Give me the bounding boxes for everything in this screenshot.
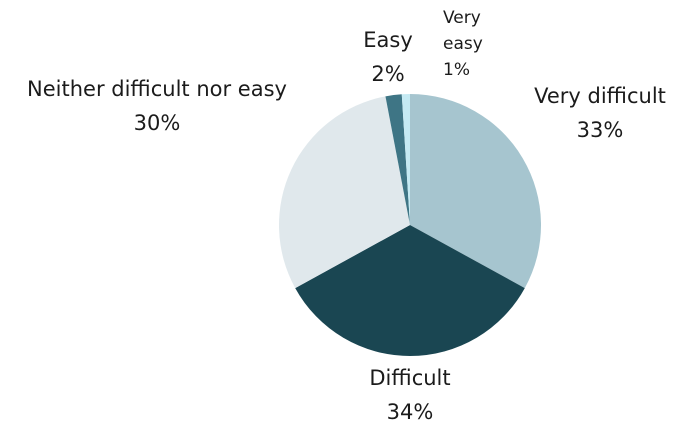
slice-name: Easy	[363, 28, 413, 52]
slice-value-label: 2%	[371, 62, 405, 86]
slice-label: Easy 2%	[363, 23, 413, 91]
slice-label: Very easy 1%	[443, 5, 493, 83]
slice-name: Neither difficult nor easy	[27, 77, 287, 101]
slice-label: Neither difficult nor easy 30%	[27, 72, 287, 140]
pie-slice	[279, 96, 410, 289]
pie-slice	[385, 94, 410, 225]
pie-slice	[295, 225, 525, 357]
slice-name: Very difficult	[534, 84, 666, 108]
slice-label: Very difficult 33%	[534, 79, 666, 147]
slice-name: Very easy	[443, 8, 483, 54]
slice-label: Difficult 34%	[369, 361, 450, 422]
slice-value-label: 34%	[386, 400, 434, 422]
slice-name: Difficult	[369, 366, 451, 390]
slice-value-label: 1%	[443, 60, 470, 80]
pie-slice	[410, 94, 542, 289]
slice-value-label: 33%	[576, 118, 624, 142]
slice-value-label: 30%	[133, 111, 181, 135]
pie-slice	[401, 94, 410, 225]
